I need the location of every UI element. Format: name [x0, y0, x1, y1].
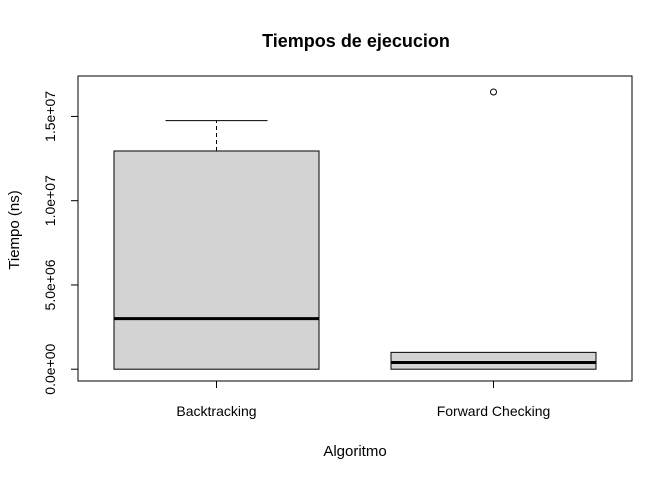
chart-title: Tiempos de ejecucion: [262, 31, 450, 51]
y-axis: 0.0e+00 5.0e+06 1.0e+07 1.5e+07: [42, 91, 79, 395]
box-iqr: [390, 351, 597, 370]
y-tick-label: 0.0e+00: [42, 343, 58, 394]
y-tick-label: 1.5e+07: [42, 91, 58, 142]
x-tick-label: Forward Checking: [437, 403, 551, 419]
box-iqr: [113, 150, 320, 370]
outlier-point: [490, 88, 497, 96]
x-axis-label: Algoritmo: [323, 443, 386, 460]
box-group-2: [390, 88, 597, 370]
chart-marks: [113, 88, 597, 370]
y-axis-label: Tiempo (ns): [6, 190, 23, 269]
y-tick-label: 5.0e+06: [42, 259, 58, 310]
box-group-1: [113, 120, 320, 370]
y-tick-label: 1.0e+07: [42, 175, 58, 226]
x-axis: Backtracking Forward Checking: [176, 381, 550, 419]
x-tick-label: Backtracking: [176, 403, 256, 419]
